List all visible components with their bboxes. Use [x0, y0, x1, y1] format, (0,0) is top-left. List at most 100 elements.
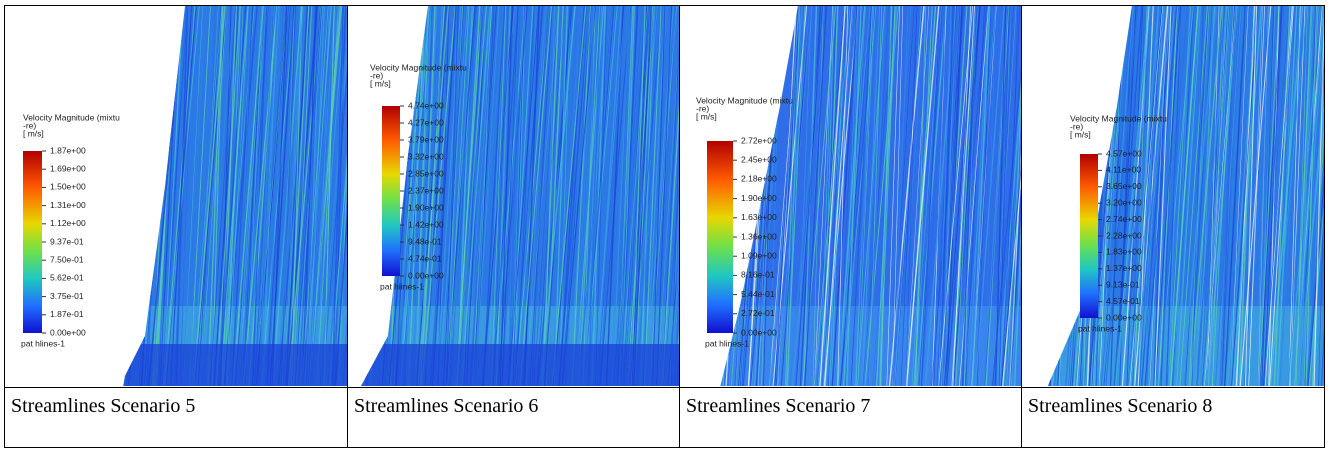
table-cell: Velocity Magnitude (mixtu -re)[ m/s] 2.72e…: [679, 5, 1022, 448]
pathline: [524, 6, 559, 386]
pathline: [442, 6, 465, 386]
pathline: [984, 6, 996, 386]
pathline: [84, 6, 115, 386]
pathline: [1104, 6, 1139, 386]
pathline: [559, 6, 571, 386]
pathline: [964, 6, 986, 386]
pathline: [656, 6, 672, 386]
colorbar-label: 3.75e-01: [50, 291, 84, 301]
pathline: [1158, 6, 1188, 386]
pathline: [290, 6, 303, 386]
pathline: [1047, 6, 1054, 386]
pathline: [1047, 6, 1053, 386]
pathline: [1154, 6, 1172, 386]
pathline: [242, 6, 269, 386]
caption: Streamlines Scenario 5: [11, 395, 196, 417]
pathline: [620, 6, 638, 386]
pathline: [610, 6, 630, 386]
pathline: [1216, 6, 1242, 386]
pathline: [856, 6, 886, 386]
pathline: [292, 6, 321, 386]
pathline: [975, 6, 995, 386]
pathline: [689, 6, 700, 386]
pathline: [1047, 6, 1050, 386]
pathline: [888, 6, 925, 386]
pathline: [406, 6, 427, 386]
pathline: [1025, 6, 1043, 386]
pathline: [500, 6, 526, 386]
pathline: [1191, 6, 1204, 386]
caption: Streamlines Scenario 8: [1028, 395, 1213, 417]
pathline: [248, 6, 278, 386]
pathline: [1047, 6, 1063, 386]
pathline: [1142, 6, 1165, 386]
pathline: [123, 6, 138, 386]
pathline: [955, 6, 977, 386]
pathline: [933, 6, 946, 386]
pathline: [900, 6, 918, 386]
colorbar-label: 1.90e+00: [741, 193, 777, 203]
pathline: [1047, 6, 1075, 386]
pathline: [1219, 6, 1237, 386]
colorbar-label: 1.87e+00: [50, 145, 86, 155]
pathline: [868, 6, 887, 386]
colorbar-label: 1.31e+00: [50, 200, 86, 210]
pathline: [1113, 6, 1143, 386]
pathline: [819, 6, 846, 386]
pathline: [991, 6, 1021, 386]
pathline: [123, 6, 127, 386]
pathline: [821, 6, 853, 386]
pathline: [242, 6, 261, 386]
colorbar-label: 0.00e+00: [50, 327, 86, 337]
pathline: [399, 6, 431, 386]
pathline: [242, 6, 278, 386]
pathline: [259, 6, 283, 386]
pathline: [1056, 6, 1071, 386]
pathlines: [1025, 6, 1324, 386]
pathline: [951, 6, 975, 386]
pathline: [1168, 6, 1191, 386]
pathline: [127, 6, 141, 386]
pathline: [594, 6, 623, 386]
pathline: [513, 6, 526, 386]
row-divider: [348, 387, 679, 388]
pathline: [551, 6, 587, 386]
pathline: [334, 6, 347, 386]
pathline: [1295, 6, 1312, 386]
pathline: [1195, 6, 1215, 386]
pathline: [460, 6, 491, 386]
colorbar-label: 1.36e+00: [741, 231, 777, 241]
pathline: [1176, 6, 1202, 386]
pathline: [295, 6, 324, 386]
legend-title: Velocity Magnitude (mixtu: [1070, 113, 1167, 123]
pathline: [302, 6, 334, 386]
bottom-band: [360, 344, 679, 386]
colorbar-label: 1.42e+00: [408, 219, 444, 229]
pathline: [1047, 6, 1060, 386]
pathline: [1300, 6, 1313, 386]
row-divider: [5, 387, 347, 388]
pathline: [1296, 6, 1315, 386]
legend-title: [ m/s]: [370, 78, 391, 88]
pathline: [843, 6, 866, 386]
pathline: [1116, 6, 1151, 386]
pathline: [1255, 6, 1270, 386]
pathline: [1047, 6, 1054, 386]
colorbar-label: 3.20e+00: [1106, 197, 1142, 207]
pathline: [508, 6, 521, 386]
pathline: [519, 6, 553, 386]
pathline: [1047, 6, 1054, 386]
pathline: [1204, 6, 1237, 386]
pathline: [1049, 6, 1075, 386]
pathline: [552, 6, 588, 386]
pathline: [831, 6, 859, 386]
pathline: [450, 6, 473, 386]
legend-title: [ m/s]: [23, 128, 44, 138]
pathline: [854, 6, 876, 386]
pathline: [824, 6, 847, 386]
pathline: [507, 6, 540, 386]
pathline: [1047, 6, 1054, 386]
pathline-image: Velocity Magnitude (mixtu-re)[ m/s] 4.57e…: [1025, 6, 1324, 386]
row-divider: [1022, 387, 1324, 388]
pathline: [1223, 6, 1247, 386]
